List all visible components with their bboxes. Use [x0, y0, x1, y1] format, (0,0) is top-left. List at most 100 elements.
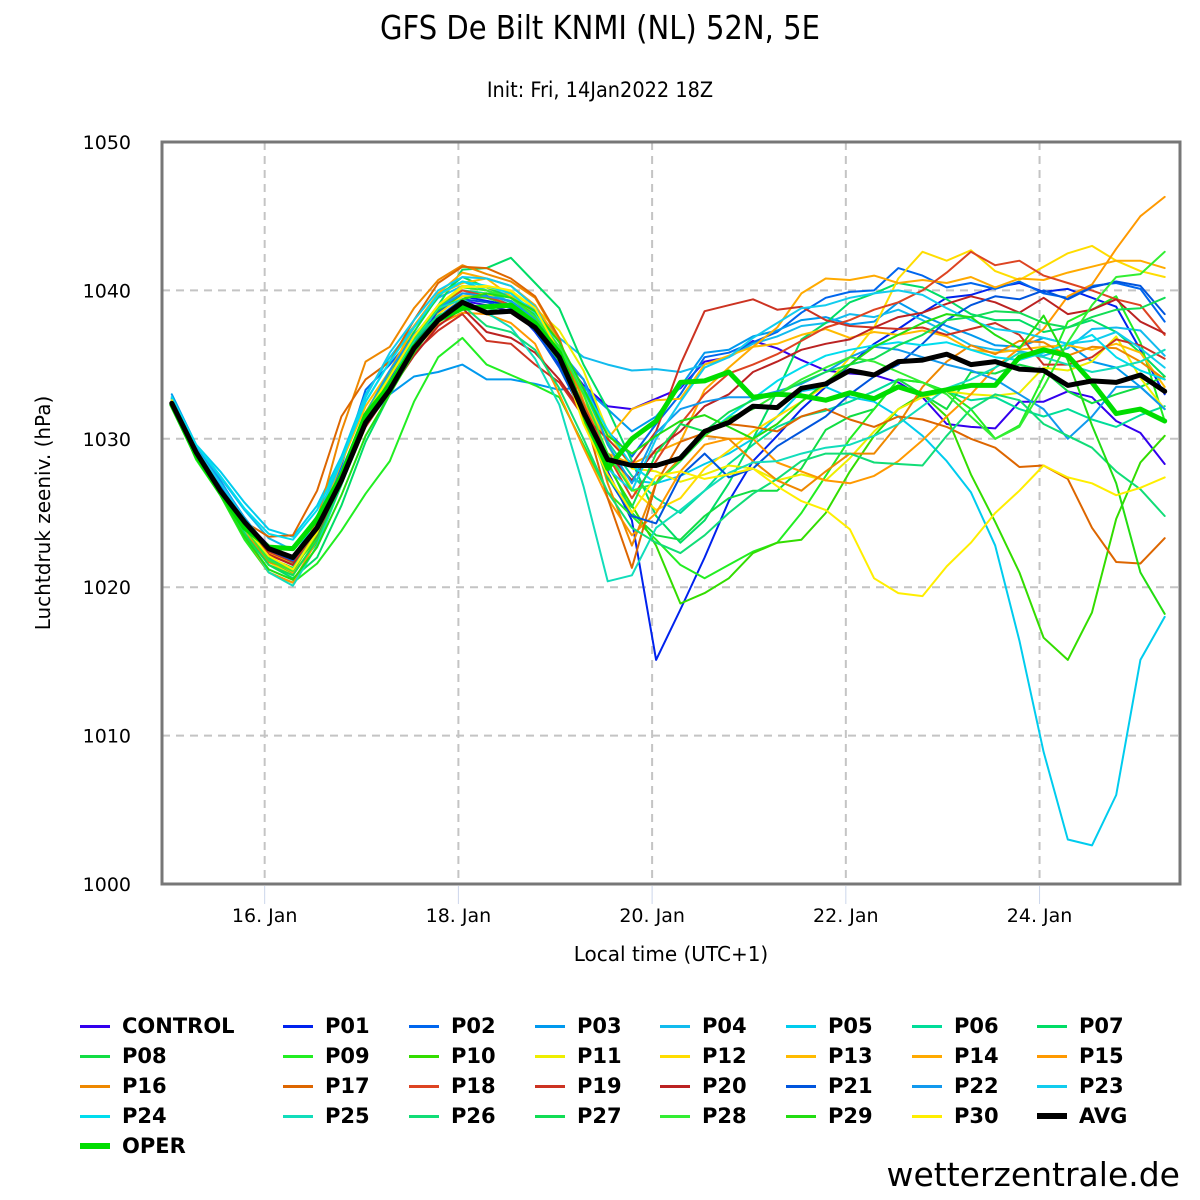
legend-swatch [409, 1084, 439, 1088]
legend-swatch [283, 1054, 313, 1058]
credit-watermark: wetterzentrale.de [886, 1155, 1180, 1194]
y-tick-label: 1010 [83, 726, 131, 748]
legend-label: P04 [702, 1014, 747, 1038]
legend-item-p28[interactable]: P28 [660, 1101, 747, 1131]
legend-item-p30[interactable]: P30 [912, 1101, 999, 1131]
series-line-p27 [170, 296, 1166, 577]
legend-item-p26[interactable]: P26 [409, 1101, 496, 1131]
legend-label: P24 [122, 1104, 167, 1128]
legend-swatch [80, 1054, 110, 1058]
legend-swatch [912, 1054, 942, 1058]
legend-item-p29[interactable]: P29 [786, 1101, 873, 1131]
legend-swatch [80, 1084, 110, 1088]
legend-item-p21[interactable]: P21 [786, 1071, 873, 1101]
legend-label: P20 [702, 1074, 747, 1098]
legend-swatch [1037, 1054, 1067, 1058]
chart-subtitle: Init: Fri, 14Jan2022 18Z [486, 78, 714, 102]
legend-item-p07[interactable]: P07 [1037, 1011, 1124, 1041]
legend-label: P22 [954, 1074, 999, 1098]
legend-label: P25 [325, 1104, 370, 1128]
legend-label: P18 [451, 1074, 496, 1098]
legend-swatch [786, 1054, 816, 1058]
legend-swatch [535, 1084, 565, 1088]
legend-item-p09[interactable]: P09 [283, 1041, 370, 1071]
legend-swatch [786, 1024, 816, 1028]
legend-label: P26 [451, 1104, 496, 1128]
legend-item-p19[interactable]: P19 [535, 1071, 622, 1101]
series-line-p02 [170, 267, 1166, 563]
legend-label: P05 [828, 1014, 873, 1038]
legend-item-p06[interactable]: P06 [912, 1011, 999, 1041]
legend-label: CONTROL [122, 1014, 235, 1038]
legend-item-p08[interactable]: P08 [80, 1041, 167, 1071]
legend-label: P29 [828, 1104, 873, 1128]
legend-item-control[interactable]: CONTROL [80, 1011, 235, 1041]
series-line-p23 [170, 276, 1166, 559]
legend-swatch [535, 1114, 565, 1118]
legend-item-p11[interactable]: P11 [535, 1041, 622, 1071]
legend-label: P30 [954, 1104, 999, 1128]
legend-swatch [535, 1024, 565, 1028]
legend-label: P14 [954, 1044, 999, 1068]
legend-item-p27[interactable]: P27 [535, 1101, 622, 1131]
legend-item-p22[interactable]: P22 [912, 1071, 999, 1101]
legend-swatch [80, 1024, 110, 1028]
legend-item-p18[interactable]: P18 [409, 1071, 496, 1101]
x-tick-label: 20. Jan [619, 905, 685, 927]
legend-item-avg[interactable]: AVG [1037, 1101, 1127, 1131]
series-line-avg [169, 299, 1168, 560]
legend-item-p20[interactable]: P20 [660, 1071, 747, 1101]
y-ticks: 1000 1010 1020 1030 1040 1050 [83, 132, 131, 896]
legend-label: P28 [702, 1104, 747, 1128]
legend-swatch [660, 1114, 690, 1118]
legend-item-p02[interactable]: P02 [409, 1011, 496, 1041]
y-tick-label: 1030 [83, 429, 131, 451]
legend-item-p15[interactable]: P15 [1037, 1041, 1124, 1071]
legend-label: P09 [325, 1044, 370, 1068]
legend-label: P13 [828, 1044, 873, 1068]
legend-swatch [409, 1054, 439, 1058]
legend-swatch [660, 1024, 690, 1028]
legend-item-p17[interactable]: P17 [283, 1071, 370, 1101]
legend-item-p14[interactable]: P14 [912, 1041, 999, 1071]
legend-item-p01[interactable]: P01 [283, 1011, 370, 1041]
legend-label: P03 [577, 1014, 622, 1038]
legend-label: AVG [1079, 1104, 1128, 1128]
y-tick-label: 1040 [83, 280, 131, 302]
legend-label: P23 [1079, 1074, 1124, 1098]
legend-item-p16[interactable]: P16 [80, 1071, 167, 1101]
chart-title: GFS De Bilt KNMI (NL) 52N, 5E [380, 8, 820, 47]
legend-item-p03[interactable]: P03 [535, 1011, 622, 1041]
legend-item-p12[interactable]: P12 [660, 1041, 747, 1071]
legend-item-p25[interactable]: P25 [283, 1101, 370, 1131]
x-tick-label: 22. Jan [813, 905, 879, 927]
legend-swatch [283, 1114, 313, 1118]
legend-item-p10[interactable]: P10 [409, 1041, 496, 1071]
y-tick-label: 1050 [83, 132, 131, 154]
series-line-p16 [170, 264, 1166, 571]
legend-label: P17 [325, 1074, 370, 1098]
legend-label: P21 [828, 1074, 873, 1098]
legend-label: P16 [122, 1074, 167, 1098]
legend-label: P02 [451, 1014, 496, 1038]
x-tick-label: 24. Jan [1007, 905, 1073, 927]
legend-label: P08 [122, 1044, 167, 1068]
legend-swatch [1037, 1084, 1067, 1088]
legend-item-p04[interactable]: P04 [660, 1011, 747, 1041]
legend-label: P19 [577, 1074, 622, 1098]
legend-swatch [912, 1114, 942, 1118]
series-line-p29 [170, 292, 1166, 615]
legend-label: P01 [325, 1014, 370, 1038]
legend-item-p24[interactable]: P24 [80, 1101, 167, 1131]
legend-label: P07 [1079, 1014, 1124, 1038]
legend-item-p05[interactable]: P05 [786, 1011, 873, 1041]
legend-swatch [535, 1054, 565, 1058]
legend-item-p23[interactable]: P23 [1037, 1071, 1124, 1101]
legend-swatch [409, 1114, 439, 1118]
legend-item-p13[interactable]: P13 [786, 1041, 873, 1071]
y-tick-label: 1000 [83, 874, 131, 896]
series-layer [169, 195, 1168, 847]
legend-swatch [912, 1024, 942, 1028]
x-axis-title: Local time (UTC+1) [574, 942, 768, 966]
legend-item-oper[interactable]: OPER [80, 1131, 186, 1161]
